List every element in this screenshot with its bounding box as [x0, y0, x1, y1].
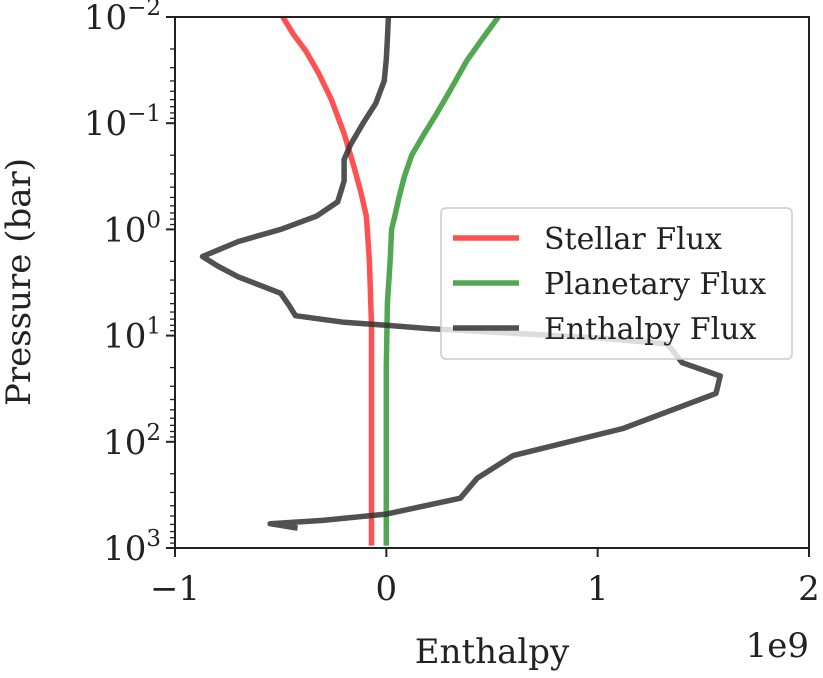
x-offset-label: 1e9	[746, 626, 809, 666]
legend-label-enthalpy-flux: Enthalpy Flux	[544, 312, 756, 347]
y-tick-label: 101	[103, 314, 161, 357]
x-tick-label: −1	[150, 569, 200, 609]
ticks-layer: −1 0 1 2 10−2 10−1 100 101 102 103	[84, 0, 820, 609]
x-tick-label: 0	[376, 569, 398, 609]
y-tick-label: 10−2	[84, 0, 161, 38]
x-tick-label: 1	[587, 569, 609, 609]
x-axis-label: Enthalpy	[415, 632, 570, 672]
x-tick-label: 2	[798, 569, 820, 609]
series-line-stellar-flux	[280, 15, 375, 546]
legend-box	[440, 207, 793, 360]
legend-label-stellar-flux: Stellar Flux	[544, 222, 722, 257]
series-layer	[199, 15, 723, 546]
y-tick-label: 102	[103, 420, 161, 463]
y-tick-label: 10−1	[84, 101, 161, 144]
legend: Stellar Flux Planetary Flux Enthalpy Flux	[440, 207, 793, 360]
series-line-enthalpy-flux	[199, 16, 723, 531]
y-tick-label: 103	[103, 526, 161, 569]
y-tick-label: 100	[103, 207, 161, 250]
legend-label-planetary-flux: Planetary Flux	[544, 267, 766, 302]
axes-frame	[174, 16, 810, 549]
y-axis-label: Pressure (bar)	[0, 158, 39, 406]
series-line-planetary-flux	[383, 15, 501, 546]
